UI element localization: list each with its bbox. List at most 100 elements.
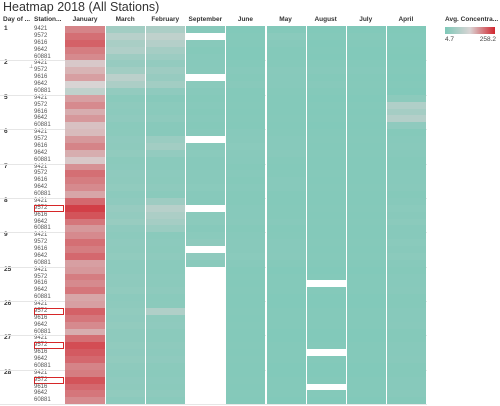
heatmap-cell[interactable] bbox=[385, 197, 426, 205]
heatmap-cell[interactable] bbox=[345, 39, 386, 47]
heatmap-cell[interactable] bbox=[185, 314, 226, 322]
heatmap-cell[interactable] bbox=[65, 218, 106, 226]
heatmap-cell[interactable] bbox=[185, 232, 226, 240]
heatmap-cell[interactable] bbox=[145, 294, 186, 301]
column-header-september[interactable]: September bbox=[188, 16, 223, 23]
heatmap-cell[interactable] bbox=[385, 170, 426, 178]
heatmap-cell[interactable] bbox=[225, 115, 266, 123]
heatmap-cell[interactable] bbox=[385, 39, 426, 47]
heatmap-cell[interactable] bbox=[265, 163, 306, 171]
heatmap-cell[interactable] bbox=[145, 32, 186, 40]
heatmap-cell[interactable] bbox=[105, 170, 146, 178]
heatmap-cell[interactable] bbox=[145, 232, 186, 240]
heatmap-cell[interactable] bbox=[105, 53, 146, 61]
heatmap-cell[interactable] bbox=[185, 266, 226, 274]
heatmap-cell[interactable] bbox=[345, 101, 386, 109]
heatmap-cell[interactable] bbox=[225, 239, 266, 246]
heatmap-cell[interactable] bbox=[225, 67, 266, 75]
heatmap-cell[interactable] bbox=[105, 314, 146, 322]
column-header-january[interactable]: January bbox=[72, 16, 98, 23]
heatmap-cell[interactable] bbox=[105, 191, 146, 198]
heatmap-cell[interactable] bbox=[105, 307, 146, 315]
heatmap-cell[interactable] bbox=[145, 314, 186, 322]
heatmap-cell[interactable] bbox=[145, 266, 186, 274]
heatmap-cell[interactable] bbox=[65, 46, 106, 54]
heatmap-cell[interactable] bbox=[145, 328, 186, 336]
column-header-august[interactable]: August bbox=[314, 16, 337, 23]
heatmap-cell[interactable] bbox=[385, 26, 426, 33]
heatmap-cell[interactable] bbox=[265, 383, 306, 391]
heatmap-cell[interactable] bbox=[145, 156, 186, 164]
heatmap-cell[interactable] bbox=[65, 314, 106, 322]
heatmap-cell[interactable] bbox=[225, 177, 266, 185]
heatmap-cell[interactable] bbox=[385, 232, 426, 240]
heatmap-cell[interactable] bbox=[345, 184, 386, 191]
heatmap-cell[interactable] bbox=[305, 46, 346, 54]
heatmap-cell[interactable] bbox=[65, 225, 106, 233]
heatmap-cell[interactable] bbox=[265, 307, 306, 315]
heatmap-cell[interactable] bbox=[145, 136, 186, 143]
heatmap-cell[interactable] bbox=[265, 81, 306, 88]
heatmap-cell[interactable] bbox=[145, 211, 186, 219]
heatmap-cell[interactable] bbox=[145, 163, 186, 171]
heatmap-cell[interactable] bbox=[385, 129, 426, 136]
heatmap-cell[interactable] bbox=[225, 129, 266, 136]
heatmap-cell[interactable] bbox=[105, 136, 146, 143]
heatmap-cell[interactable] bbox=[345, 349, 386, 356]
heatmap-cell[interactable] bbox=[265, 136, 306, 143]
heatmap-cell[interactable] bbox=[345, 252, 386, 260]
heatmap-cell[interactable] bbox=[345, 246, 386, 253]
heatmap-cell[interactable] bbox=[265, 32, 306, 40]
heatmap-cell[interactable] bbox=[185, 369, 226, 377]
heatmap-cell[interactable] bbox=[305, 39, 346, 47]
heatmap-cell[interactable] bbox=[65, 362, 106, 370]
heatmap-cell[interactable] bbox=[265, 349, 306, 356]
heatmap-cell[interactable] bbox=[145, 397, 186, 405]
heatmap-cell[interactable] bbox=[145, 184, 186, 191]
heatmap-cell[interactable] bbox=[385, 67, 426, 75]
heatmap-cell[interactable] bbox=[265, 369, 306, 377]
heatmap-cell[interactable] bbox=[265, 342, 306, 350]
heatmap-cell[interactable] bbox=[385, 321, 426, 329]
heatmap-cell[interactable] bbox=[145, 342, 186, 350]
heatmap-cell[interactable] bbox=[345, 397, 386, 405]
heatmap-cell[interactable] bbox=[105, 383, 146, 391]
heatmap-cell[interactable] bbox=[385, 239, 426, 246]
heatmap-cell[interactable] bbox=[345, 149, 386, 157]
heatmap-cell[interactable] bbox=[265, 177, 306, 185]
heatmap-cell[interactable] bbox=[345, 232, 386, 240]
heatmap-cell[interactable] bbox=[265, 397, 306, 405]
heatmap-cell[interactable] bbox=[65, 397, 106, 405]
heatmap-cell[interactable] bbox=[385, 136, 426, 143]
heatmap-cell[interactable] bbox=[385, 211, 426, 219]
heatmap-cell[interactable] bbox=[105, 376, 146, 384]
heatmap-cell[interactable] bbox=[305, 53, 346, 61]
heatmap-cell[interactable] bbox=[225, 170, 266, 178]
heatmap-cell[interactable] bbox=[105, 321, 146, 329]
heatmap-cell[interactable] bbox=[225, 383, 266, 391]
heatmap-cell[interactable] bbox=[305, 383, 346, 391]
heatmap-cell[interactable] bbox=[105, 342, 146, 350]
heatmap-cell[interactable] bbox=[345, 342, 386, 350]
heatmap-cell[interactable] bbox=[305, 60, 346, 68]
heatmap-cell[interactable] bbox=[265, 287, 306, 295]
heatmap-cell[interactable] bbox=[305, 211, 346, 219]
heatmap-cell[interactable] bbox=[265, 129, 306, 136]
heatmap-cell[interactable] bbox=[185, 252, 226, 260]
heatmap-cell[interactable] bbox=[65, 349, 106, 356]
heatmap-cell[interactable] bbox=[225, 397, 266, 405]
heatmap-cell[interactable] bbox=[225, 390, 266, 398]
heatmap-cell[interactable] bbox=[145, 115, 186, 123]
heatmap-cell[interactable] bbox=[305, 191, 346, 198]
heatmap-cell[interactable] bbox=[385, 60, 426, 68]
heatmap-cell[interactable] bbox=[345, 294, 386, 301]
heatmap-cell[interactable] bbox=[265, 239, 306, 246]
heatmap-cell[interactable] bbox=[385, 163, 426, 171]
heatmap-cell[interactable] bbox=[145, 204, 186, 212]
heatmap-cell[interactable] bbox=[305, 294, 346, 301]
heatmap-cell[interactable] bbox=[225, 101, 266, 109]
heatmap-cell[interactable] bbox=[145, 170, 186, 178]
heatmap-cell[interactable] bbox=[385, 390, 426, 398]
heatmap-cell[interactable] bbox=[185, 53, 226, 61]
heatmap-cell[interactable] bbox=[105, 142, 146, 150]
